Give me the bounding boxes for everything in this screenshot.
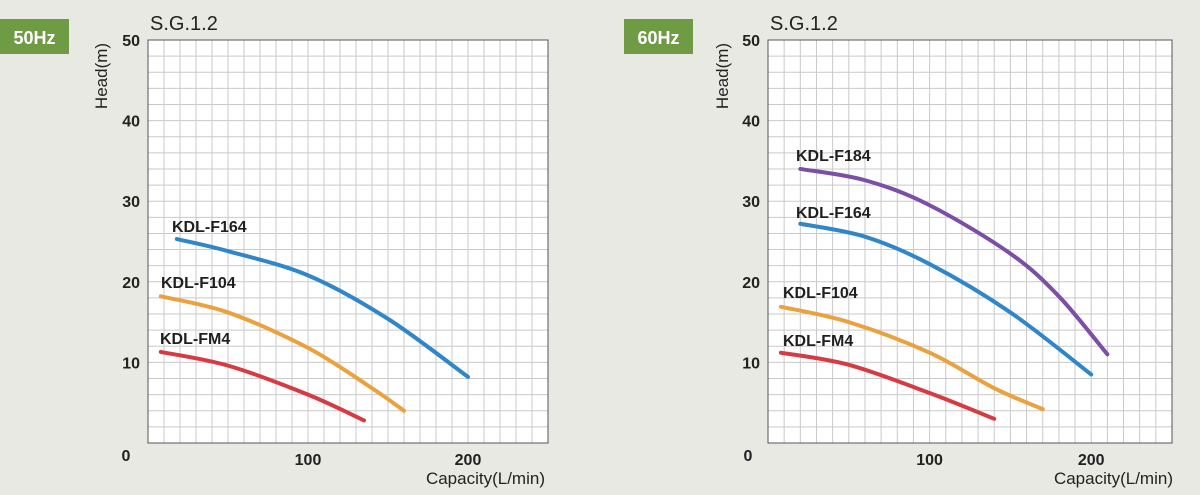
- series-label-kdl-fm4: KDL-FM4: [160, 331, 230, 348]
- y-tick-label: 40: [122, 114, 140, 131]
- y-tick-label: 10: [122, 355, 140, 372]
- series-label-kdl-f164: KDL-F164: [172, 219, 247, 236]
- x-tick-label: 100: [295, 452, 322, 469]
- frequency-badge-text: 50Hz: [13, 28, 55, 48]
- y-tick-label: 30: [122, 194, 140, 211]
- series-label-kdl-f104: KDL-F104: [783, 285, 858, 302]
- origin-tick-label: 0: [744, 448, 753, 465]
- series-line-kdl-f104: [158, 294, 406, 413]
- chart-panel-60hz: 60Hz S.G.1.2 10 20 30 40 50 0 100 200 Head(m) Capac…: [624, 13, 1173, 488]
- series-label-kdl-f184: KDL-F184: [796, 148, 871, 165]
- chart-panel-50hz: 50Hz S.G.1.2 10 20 30 40 50 0 100 200 Head(m) Capac…: [0, 13, 549, 488]
- plot-border: [147, 39, 549, 444]
- x-tick-label: 200: [455, 452, 482, 469]
- series-line-kdl-f164: [174, 237, 470, 379]
- origin-tick-label: 0: [122, 448, 131, 465]
- y-tick-label: 30: [742, 194, 760, 211]
- y-tick-label: 40: [742, 114, 760, 131]
- y-axis-label: Head(m): [713, 43, 732, 109]
- y-tick-label: 50: [742, 33, 760, 50]
- series-label-kdl-fm4: KDL-FM4: [783, 333, 853, 350]
- frequency-badge: [0, 19, 69, 54]
- x-tick-label: 100: [916, 452, 943, 469]
- series-label-kdl-f104: KDL-F104: [161, 275, 236, 292]
- plot-area: [147, 39, 549, 444]
- plot-area: [767, 39, 1173, 444]
- series-line-kdl-f104: [778, 304, 1045, 412]
- y-axis-label: Head(m): [92, 43, 111, 109]
- x-axis-label: Capacity(L/min): [426, 469, 545, 488]
- y-tick-label: 20: [742, 275, 760, 292]
- frequency-badge-text: 60Hz: [637, 28, 679, 48]
- grid: [768, 40, 1172, 443]
- series-line-kdl-fm4: [778, 350, 997, 421]
- y-tick-label: 10: [742, 355, 760, 372]
- series-label-kdl-f164: KDL-F164: [796, 205, 871, 222]
- series-line-kdl-f164: [798, 221, 1094, 377]
- y-tick-label: 20: [122, 275, 140, 292]
- chart-title: S.G.1.2: [150, 13, 218, 35]
- series-line-kdl-f184: [798, 166, 1110, 357]
- x-tick-label: 200: [1078, 452, 1105, 469]
- y-tick-label: 50: [122, 33, 140, 50]
- series-line-kdl-fm4: [158, 349, 366, 423]
- plot-border: [767, 39, 1173, 444]
- x-axis-label: Capacity(L/min): [1054, 469, 1173, 488]
- frequency-badge: [624, 19, 693, 54]
- chart-title: S.G.1.2: [770, 13, 838, 35]
